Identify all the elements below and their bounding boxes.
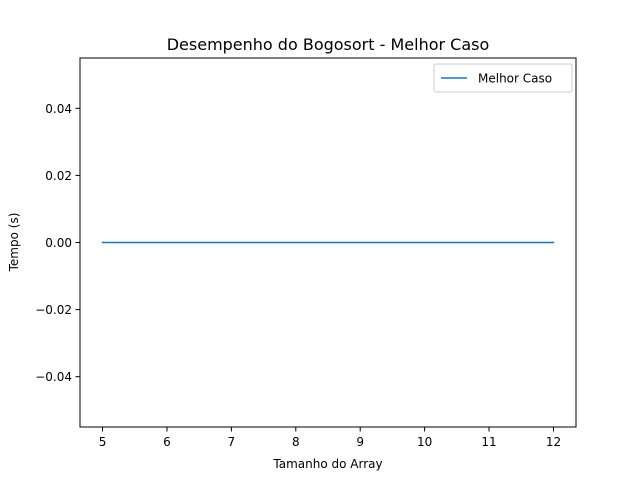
y-axis-label: Tempo (s) xyxy=(7,213,21,273)
x-axis-label: Tamanho do Array xyxy=(272,457,382,471)
x-tick-label: 5 xyxy=(99,435,107,449)
y-tick-label: 0.02 xyxy=(45,169,72,183)
x-tick-label: 10 xyxy=(417,435,432,449)
legend-box xyxy=(433,63,573,93)
x-tick-label: 6 xyxy=(163,435,171,449)
x-tick-label: 11 xyxy=(481,435,496,449)
chart-title: Desempenho do Bogosort - Melhor Caso xyxy=(167,35,490,54)
x-tick-label: 8 xyxy=(292,435,300,449)
x-tick-label: 7 xyxy=(228,435,236,449)
y-tick-label: −0.04 xyxy=(35,370,72,384)
x-tick-label: 12 xyxy=(546,435,561,449)
y-tick-label: −0.02 xyxy=(35,303,72,317)
x-tick-label: 9 xyxy=(356,435,364,449)
legend-label-0: Melhor Caso xyxy=(478,72,552,86)
y-tick-label: 0.04 xyxy=(45,102,72,116)
y-tick-label: 0.00 xyxy=(45,236,72,250)
plot-area: 5 6 7 8 9 10 11 12 −0.04 −0.02 0.00 0.02 0.04 Melhor … xyxy=(35,57,577,449)
